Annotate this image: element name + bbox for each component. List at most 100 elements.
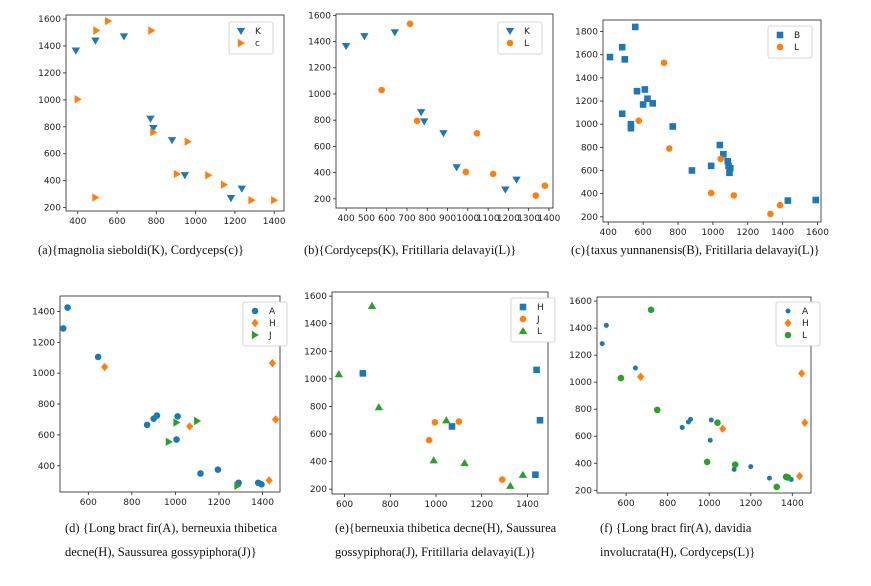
x-tick-label: 1200 xyxy=(736,228,759,238)
data-point xyxy=(631,23,639,31)
data-point xyxy=(334,370,344,378)
data-point xyxy=(512,176,521,184)
y-tick-label: 1800 xyxy=(575,28,598,38)
data-point xyxy=(679,424,685,430)
data-point xyxy=(708,417,714,423)
legend-label: J xyxy=(268,331,272,341)
legend-marker xyxy=(776,31,784,39)
data-point xyxy=(633,87,641,95)
data-point xyxy=(653,406,661,414)
caption-3: (c){taxus yunnanensis(B), Fritillaria de… xyxy=(571,243,820,257)
plot-frame xyxy=(65,14,285,212)
legend-label: L xyxy=(537,327,542,337)
series-H xyxy=(101,358,280,485)
x-tick-label: 600 xyxy=(635,228,652,238)
scatter-plot-1: 400 600 800 1000 1200 1400 200 400 600 800 1000 120… xyxy=(38,14,286,227)
x-tick-label: 600 xyxy=(617,499,634,509)
y-tick-label: 1000 xyxy=(304,375,327,385)
y-tick-label: 1600 xyxy=(304,292,327,302)
y-tick-label: 1400 xyxy=(32,307,55,317)
data-point xyxy=(101,362,109,372)
data-point xyxy=(460,458,469,467)
data-point xyxy=(406,20,414,28)
caption-4: decne(H), Saussurea gossypiphora(J)} xyxy=(65,545,257,559)
data-point xyxy=(647,306,655,314)
legend: KL xyxy=(497,21,543,55)
legend-marker xyxy=(236,27,246,35)
data-point xyxy=(173,169,181,179)
x-tick-label: 1100 xyxy=(477,214,500,224)
x-tick-label: 700 xyxy=(398,214,415,224)
legend-label: A xyxy=(269,307,276,317)
x-tick-label: 1200 xyxy=(470,500,493,510)
legend-marker xyxy=(506,39,514,47)
caption-1: (a){magnolia sieboldi(K), Cordyceps(c)} xyxy=(38,243,245,257)
data-point xyxy=(639,101,647,108)
data-point xyxy=(359,370,367,377)
series-L xyxy=(617,306,792,491)
x-tick-label: 1400 xyxy=(771,228,794,238)
legend-marker xyxy=(785,308,791,314)
legend-box xyxy=(242,301,288,347)
legend-label: B xyxy=(794,31,800,41)
data-point xyxy=(149,125,158,133)
data-point xyxy=(197,470,204,477)
data-point xyxy=(374,403,384,411)
data-point xyxy=(669,123,677,130)
data-point xyxy=(812,196,820,204)
data-point xyxy=(617,374,625,382)
data-point xyxy=(748,464,754,470)
caption-5: gossypiphora(J), Fritillaria delavayi(L)… xyxy=(335,545,536,559)
data-point xyxy=(462,168,470,176)
data-point xyxy=(801,418,809,427)
data-point xyxy=(92,193,100,202)
data-point xyxy=(413,117,421,125)
data-point xyxy=(707,437,713,443)
data-point xyxy=(271,196,279,205)
plot-frame xyxy=(331,291,549,495)
data-point xyxy=(660,59,668,67)
series-L xyxy=(635,59,784,218)
x-tick-label: 1200 xyxy=(739,499,762,509)
y-tick-label: 1200 xyxy=(569,351,592,361)
legend-marker xyxy=(251,330,259,340)
scatter-plot-4: 600 800 1000 1200 1400 400 600 800 1000 1200 1400 A… xyxy=(32,295,288,508)
x-tick-label: 1000 xyxy=(698,499,721,509)
data-point xyxy=(784,197,792,204)
y-tick-label: 1400 xyxy=(308,38,331,48)
legend-label: L xyxy=(794,43,799,53)
data-point xyxy=(618,43,626,51)
data-point xyxy=(226,195,236,203)
y-tick-label: 1000 xyxy=(575,120,598,130)
legend: AHJ xyxy=(242,301,288,347)
legend-marker xyxy=(237,38,245,48)
data-point xyxy=(532,471,539,478)
data-point xyxy=(455,418,463,425)
data-point xyxy=(268,358,276,368)
data-point xyxy=(146,115,155,123)
x-tick-label: 900 xyxy=(439,214,456,224)
legend-label: J xyxy=(536,315,540,325)
data-point xyxy=(93,26,101,35)
data-point xyxy=(717,155,725,163)
series-L xyxy=(378,20,549,199)
y-tick-label: 600 xyxy=(38,431,55,441)
data-point xyxy=(498,476,506,483)
y-tick-label: 1400 xyxy=(304,320,327,330)
y-tick-label: 800 xyxy=(44,123,61,133)
data-point xyxy=(731,461,739,468)
x-tick-label: 1200 xyxy=(208,498,231,508)
x-tick-label: 400 xyxy=(600,228,617,238)
data-point xyxy=(641,86,649,93)
scatter-plot-5: 600 800 1000 1200 1400 200 400 600 800 1000 1200 14… xyxy=(304,291,556,510)
data-point xyxy=(726,169,733,177)
plot-frame xyxy=(335,13,554,209)
legend-label: H xyxy=(802,319,809,329)
data-point xyxy=(205,171,213,180)
y-tick-label: 1600 xyxy=(575,51,598,61)
data-point xyxy=(148,26,156,35)
data-point xyxy=(782,473,790,481)
x-tick-label: 800 xyxy=(659,499,676,509)
data-point xyxy=(420,118,429,126)
data-point xyxy=(184,137,192,146)
